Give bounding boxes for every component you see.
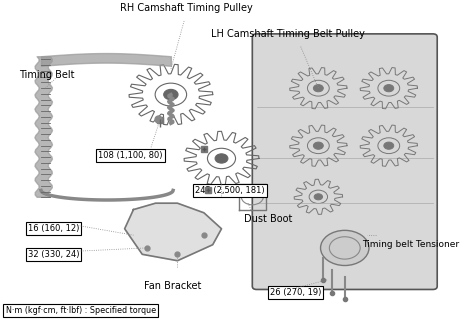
Circle shape — [320, 230, 369, 265]
Text: 32 (330, 24): 32 (330, 24) — [28, 250, 79, 259]
Text: N·m (kgf·cm, ft·lbf) : Specified torque: N·m (kgf·cm, ft·lbf) : Specified torque — [6, 306, 156, 315]
Circle shape — [384, 84, 394, 92]
Circle shape — [313, 142, 323, 149]
Circle shape — [314, 194, 322, 200]
Text: Timing Belt: Timing Belt — [19, 70, 74, 81]
Text: Timing belt Tensioner: Timing belt Tensioner — [362, 240, 459, 249]
Text: 108 (1,100, 80): 108 (1,100, 80) — [98, 151, 163, 160]
Text: 16 (160, 12): 16 (160, 12) — [28, 224, 79, 233]
Polygon shape — [125, 203, 221, 261]
Circle shape — [313, 84, 323, 92]
Circle shape — [164, 89, 178, 100]
Text: Fan Bracket: Fan Bracket — [145, 281, 202, 291]
Circle shape — [384, 142, 394, 149]
Text: 26 (270, 19): 26 (270, 19) — [270, 288, 321, 297]
FancyBboxPatch shape — [252, 34, 437, 289]
Text: LH Camshaft Timing Belt Pulley: LH Camshaft Timing Belt Pulley — [210, 29, 365, 39]
Text: RH Camshaft Timing Pulley: RH Camshaft Timing Pulley — [120, 3, 253, 13]
Text: Dust Boot: Dust Boot — [244, 215, 292, 224]
Circle shape — [215, 154, 228, 163]
Text: 245 (2,500, 181): 245 (2,500, 181) — [195, 186, 264, 195]
